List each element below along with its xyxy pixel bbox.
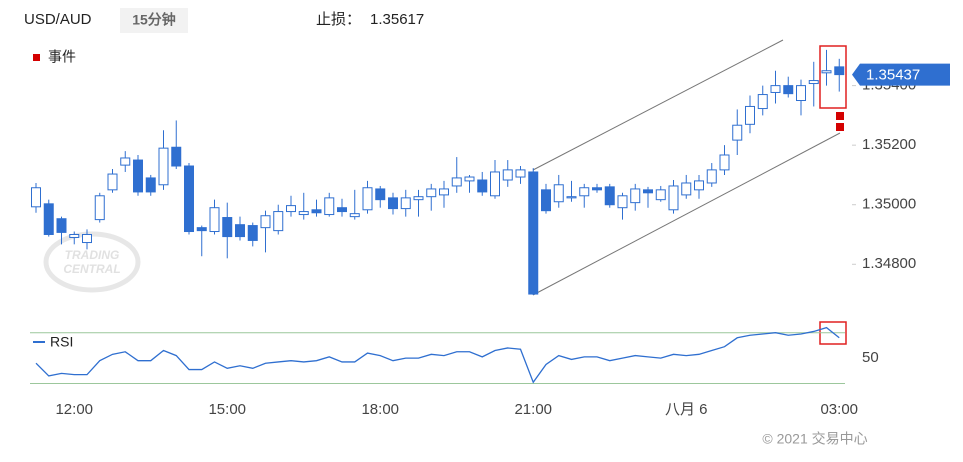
candle-body: [388, 197, 398, 210]
y-tick-label: 1.35200: [862, 136, 916, 153]
candle-body: [235, 224, 245, 238]
candle-body: [464, 176, 475, 182]
candle-body: [668, 185, 679, 211]
candle-body: [706, 169, 717, 184]
candle-body: [490, 171, 500, 197]
channel-line: [532, 39, 784, 171]
candle-body: [324, 197, 335, 216]
candle-body: [477, 179, 488, 193]
candle-body: [94, 195, 105, 221]
candle-body: [196, 227, 207, 232]
y-tick-label: 50: [862, 349, 879, 366]
candle-body: [439, 188, 449, 196]
candle-body: [732, 124, 743, 141]
candle-body: [286, 205, 296, 213]
candle-body: [681, 182, 692, 196]
highlight-box: [819, 45, 847, 109]
candle-body: [630, 188, 641, 204]
stop-loss: 1.35617: [370, 11, 424, 28]
candle-body: [502, 169, 513, 181]
candle-body: [158, 147, 169, 186]
candle-body: [579, 187, 590, 197]
candle-body: [298, 211, 309, 216]
candle-body: [745, 105, 755, 125]
event-marker[interactable]: [836, 123, 844, 131]
candle-body: [222, 217, 233, 238]
candle-body: [349, 213, 360, 218]
event-marker[interactable]: [836, 112, 844, 120]
symbol: USD/AUD: [24, 11, 92, 28]
watermark-text: CENTRAL: [63, 262, 120, 276]
candle-body: [566, 196, 577, 199]
copyright: © 2021 交易中心: [762, 431, 867, 447]
candle-body: [694, 180, 704, 191]
x-tick-label: 18:00: [361, 401, 399, 418]
x-tick-label: 15:00: [208, 401, 246, 418]
candle-body: [643, 189, 653, 194]
candle-body: [82, 233, 92, 244]
x-tick-label: 12:00: [55, 401, 93, 418]
x-tick-label: 21:00: [514, 401, 552, 418]
events-label[interactable]: 事件: [48, 49, 76, 65]
candle-body: [362, 187, 373, 211]
candle-body: [31, 187, 41, 208]
candle-body: [273, 211, 284, 232]
candle-body: [592, 187, 602, 191]
last-price: 1.35437: [866, 67, 920, 84]
candle-body: [43, 203, 54, 235]
candle-body: [69, 233, 80, 238]
candle-body: [783, 85, 794, 95]
candle-body: [184, 165, 194, 233]
candle-body: [834, 66, 845, 76]
candle-body: [451, 177, 462, 187]
candle-body: [808, 80, 819, 85]
interval-box[interactable]: [120, 8, 188, 33]
candle-body: [553, 184, 564, 203]
candle-body: [655, 189, 666, 201]
channel-line: [532, 132, 841, 296]
candle-body: [145, 177, 156, 193]
candle-body: [617, 195, 628, 209]
candle-body: [426, 188, 437, 198]
candle-body: [757, 94, 768, 110]
y-tick-label: 1.34800: [862, 255, 916, 272]
candle-body: [120, 157, 131, 166]
candle-body: [719, 154, 730, 171]
candle-body: [770, 85, 781, 93]
candle-body: [260, 215, 271, 229]
y-tick-label: 1.35000: [862, 196, 916, 213]
candle-body: [400, 197, 411, 210]
candle-body: [56, 218, 67, 233]
rsi-legend: RSI: [50, 334, 73, 350]
candle-body: [604, 186, 615, 206]
x-tick-label: 03:00: [820, 401, 858, 418]
candle-body: [337, 207, 347, 213]
interval[interactable]: 15分钟: [132, 12, 176, 28]
candle-body: [375, 188, 386, 201]
candle-body: [311, 209, 322, 214]
event-icon: [33, 54, 40, 61]
candle-body: [247, 225, 258, 241]
candle-body: [541, 189, 551, 212]
candle-body: [209, 207, 220, 233]
candle-body: [133, 159, 143, 193]
candle-body: [413, 196, 424, 201]
rsi-line: [35, 326, 840, 384]
candle-body: [821, 70, 832, 74]
candle-body: [107, 173, 118, 191]
watermark-text: TRADING: [65, 248, 120, 262]
candle-body: [515, 169, 526, 178]
stop-loss-label: 止损：: [316, 11, 361, 28]
x-tick-label: 八月 6: [665, 401, 708, 418]
candle-body: [796, 85, 806, 102]
last-price-tag: [852, 63, 950, 86]
candle-body: [528, 171, 539, 295]
candle-body: [171, 146, 182, 167]
